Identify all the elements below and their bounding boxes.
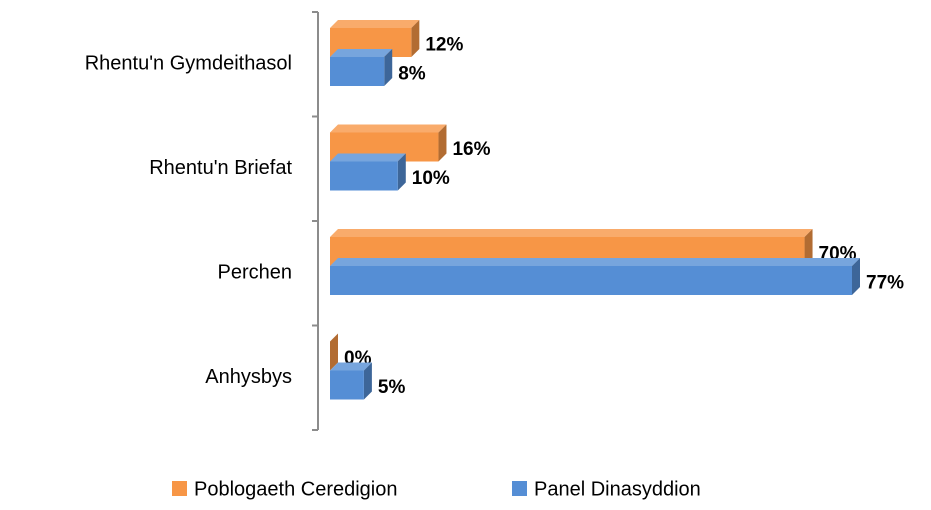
bar-top: [330, 258, 860, 266]
bar-front: [330, 57, 385, 86]
category-label: Perchen: [218, 262, 293, 284]
bar-top: [330, 362, 372, 371]
bar-top: [330, 229, 813, 237]
bar: [330, 49, 393, 86]
bar-top: [330, 49, 393, 57]
bar-top: [330, 153, 406, 162]
bar-side: [384, 49, 393, 86]
bar: [330, 258, 860, 295]
value-label: 16%: [452, 139, 490, 160]
category-label: Rhentu'n Briefat: [149, 157, 292, 179]
bar: [330, 333, 338, 371]
bar-side: [397, 153, 406, 191]
bar-side: [438, 124, 447, 162]
bar-front: [330, 370, 364, 400]
bar-side: [411, 20, 420, 57]
legend-label: Panel Dinasyddion: [534, 478, 701, 500]
bar: [330, 362, 372, 400]
value-label: 10%: [412, 168, 450, 189]
value-label: 8%: [398, 64, 426, 85]
value-label: 77%: [866, 273, 904, 294]
category-label: Rhentu'n Gymdeithasol: [85, 53, 292, 75]
bar-top: [330, 20, 420, 28]
bar-side: [363, 362, 372, 400]
value-label: 5%: [378, 377, 406, 398]
legend-swatch: [172, 481, 187, 496]
bar-side: [852, 258, 860, 295]
bar-front: [330, 266, 852, 295]
bar-side: [804, 229, 813, 266]
legend-label: Poblogaeth Ceredigion: [194, 478, 398, 500]
value-label: 12%: [425, 35, 463, 56]
legend-swatch: [512, 481, 527, 496]
bar-front: [330, 161, 398, 191]
bar-top: [330, 124, 447, 133]
category-label: Anhysbys: [205, 366, 292, 388]
bar: [330, 153, 406, 191]
bar-side: [330, 333, 338, 371]
